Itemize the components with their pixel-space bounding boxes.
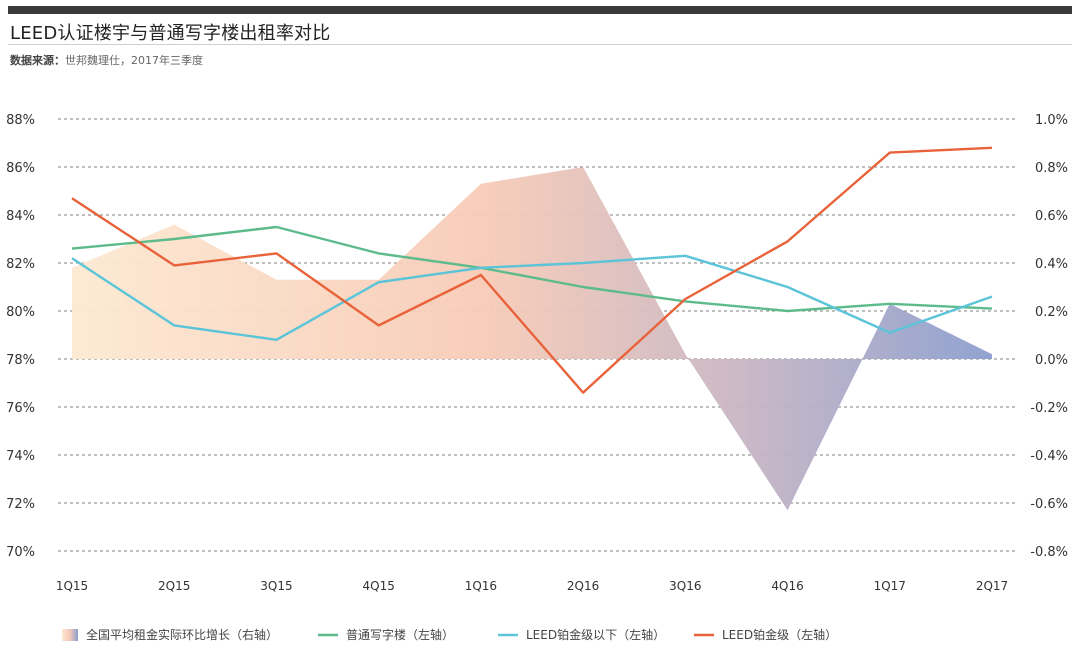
- y-right-tick-label: 0.6%: [1035, 209, 1068, 224]
- header-bar: [8, 6, 1072, 14]
- x-tick-label: 2Q16: [567, 579, 599, 593]
- y-right-tick-label: 1.0%: [1035, 113, 1068, 128]
- y-right-tick-label: 0.8%: [1035, 161, 1068, 176]
- y-right-tick-label: -0.4%: [1030, 449, 1068, 464]
- source-text: 世邦魏理仕，2017年三季度: [65, 54, 203, 67]
- y-right-tick-label: -0.6%: [1030, 497, 1068, 512]
- source-note: 数据来源：世邦魏理仕，2017年三季度: [10, 52, 203, 68]
- x-tick-label: 1Q16: [465, 579, 497, 593]
- area-series: [72, 167, 992, 511]
- x-tick-label: 4Q15: [362, 579, 394, 593]
- legend-label: LEED铂金级（左轴）: [722, 627, 837, 642]
- y-left-tick-label: 84%: [6, 209, 35, 224]
- chart-title: LEED认证楼宇与普通写字楼出租率对比: [10, 23, 331, 44]
- y-right-tick-label: 0.4%: [1035, 257, 1068, 272]
- y-right-tick-label: -0.2%: [1030, 401, 1068, 416]
- y-left-tick-label: 88%: [6, 113, 35, 128]
- y-left-tick-label: 74%: [6, 449, 35, 464]
- legend-label: LEED铂金级以下（左轴）: [526, 627, 665, 642]
- line-series: [71, 146, 993, 394]
- y-left-tick-label: 76%: [6, 401, 35, 416]
- y-right-tick-label: 0.0%: [1035, 353, 1068, 368]
- x-tick-label: 4Q16: [771, 579, 803, 593]
- legend: 全国平均租金实际环比增长（右轴） 普通写字楼（左轴） LEED铂金级以下（左轴） LE…: [62, 627, 837, 642]
- y-left-tick-label: 78%: [6, 353, 35, 368]
- x-tick-label: 2Q17: [976, 579, 1008, 593]
- source-label: 数据来源：: [10, 54, 65, 67]
- x-tick-label: 3Q15: [260, 579, 292, 593]
- y-right-tick-label: -0.8%: [1030, 545, 1068, 560]
- series-line: [71, 146, 993, 394]
- legend-swatch-area: [62, 629, 78, 641]
- title-divider: [8, 44, 1072, 45]
- series-line: [71, 254, 993, 341]
- y-left-tick-label: 82%: [6, 257, 35, 272]
- y-left-tick-label: 80%: [6, 305, 35, 320]
- y-left-tick-label: 86%: [6, 161, 35, 176]
- y-left-tick-label: 72%: [6, 497, 35, 512]
- legend-label: 全国平均租金实际环比增长（右轴）: [86, 627, 278, 642]
- legend-label: 普通写字楼（左轴）: [346, 627, 454, 642]
- x-tick-label: 3Q16: [669, 579, 701, 593]
- y-axis-left: 88% 86% 84% 82% 80% 78% 76% 74% 72% 70%: [6, 113, 35, 560]
- x-tick-label: 1Q15: [56, 579, 88, 593]
- x-tick-label: 2Q15: [158, 579, 190, 593]
- y-right-tick-label: 0.2%: [1035, 305, 1068, 320]
- series-line: [71, 225, 993, 313]
- y-axis-right: 1.0% 0.8% 0.6% 0.4% 0.2% 0.0% -0.2% -0.4% -0.6% -…: [1030, 113, 1068, 560]
- y-left-tick-label: 70%: [6, 545, 35, 560]
- area-fill: [72, 167, 992, 511]
- x-axis: 1Q15 2Q15 3Q15 4Q15 1Q16 2Q16 3Q16 4Q16 1Q17 2Q17: [56, 579, 1008, 593]
- x-tick-label: 1Q17: [874, 579, 906, 593]
